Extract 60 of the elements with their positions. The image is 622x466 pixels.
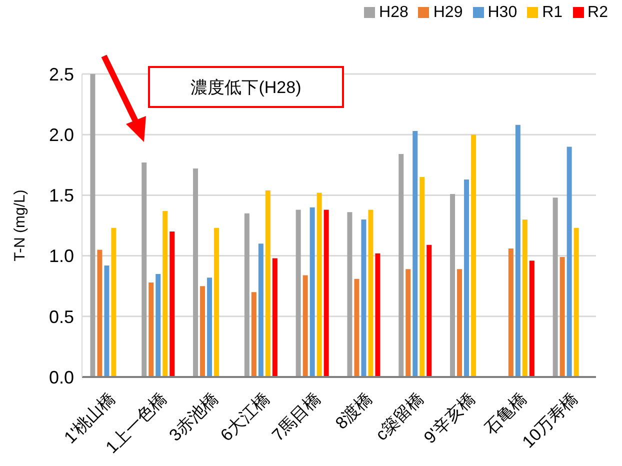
bar: [471, 134, 476, 377]
y-tick-label: 2.5: [48, 64, 74, 84]
y-tick-label: 1.5: [48, 186, 74, 206]
bar: [162, 210, 168, 377]
bar: [97, 250, 102, 377]
bar: [302, 275, 308, 377]
bar: [354, 278, 360, 377]
bar: [361, 219, 366, 377]
bar: [207, 278, 212, 377]
y-axis-title: T-N (mg/L): [11, 190, 28, 262]
y-tick-label: 0.0: [48, 367, 74, 388]
bar: [420, 177, 425, 377]
y-tick-label: 2.0: [48, 124, 74, 145]
legend-label: H28: [379, 4, 408, 21]
bar: [200, 286, 206, 377]
bar: [398, 154, 404, 377]
legend-label: H29: [433, 4, 463, 21]
bar: [104, 265, 110, 377]
bar: [347, 212, 352, 377]
bar: [464, 179, 470, 377]
bar: [574, 228, 579, 377]
x-tick-label: 3赤池橋: [166, 388, 222, 445]
bar: [296, 210, 301, 377]
bar: [450, 194, 456, 377]
legend-label: R2: [588, 4, 608, 21]
bar: [272, 258, 278, 377]
y-tick-label: 1.0: [48, 246, 74, 266]
bar: [251, 292, 256, 377]
bar: [368, 210, 374, 377]
bar: [265, 190, 270, 377]
bar: [214, 228, 220, 377]
bar: [258, 244, 264, 377]
bar: [515, 124, 520, 377]
bar: [316, 192, 322, 377]
bar: [111, 228, 116, 377]
bar: [552, 198, 558, 377]
bar: [244, 213, 250, 377]
y-tick-label: 0.5: [48, 306, 74, 327]
bar: [193, 168, 198, 377]
bar: [412, 130, 418, 377]
bar: [375, 253, 380, 377]
bar: [170, 232, 175, 377]
note-box: 濃度低下(H28): [148, 66, 344, 108]
bar: [457, 269, 462, 377]
bar: [156, 274, 161, 377]
bar: [508, 248, 514, 377]
bar: [566, 146, 572, 377]
bar: [529, 260, 534, 377]
bar: [426, 244, 432, 377]
legend-label: R1: [542, 4, 563, 21]
bar: [560, 257, 565, 377]
bar: [324, 210, 329, 377]
bar: [522, 219, 528, 377]
bar: [142, 162, 147, 377]
bar: [90, 74, 96, 377]
bar: [406, 269, 411, 377]
bar: [148, 282, 154, 377]
x-tick-label: 8渡橋: [332, 388, 376, 433]
legend-label: H30: [488, 4, 518, 21]
bar: [310, 207, 315, 377]
